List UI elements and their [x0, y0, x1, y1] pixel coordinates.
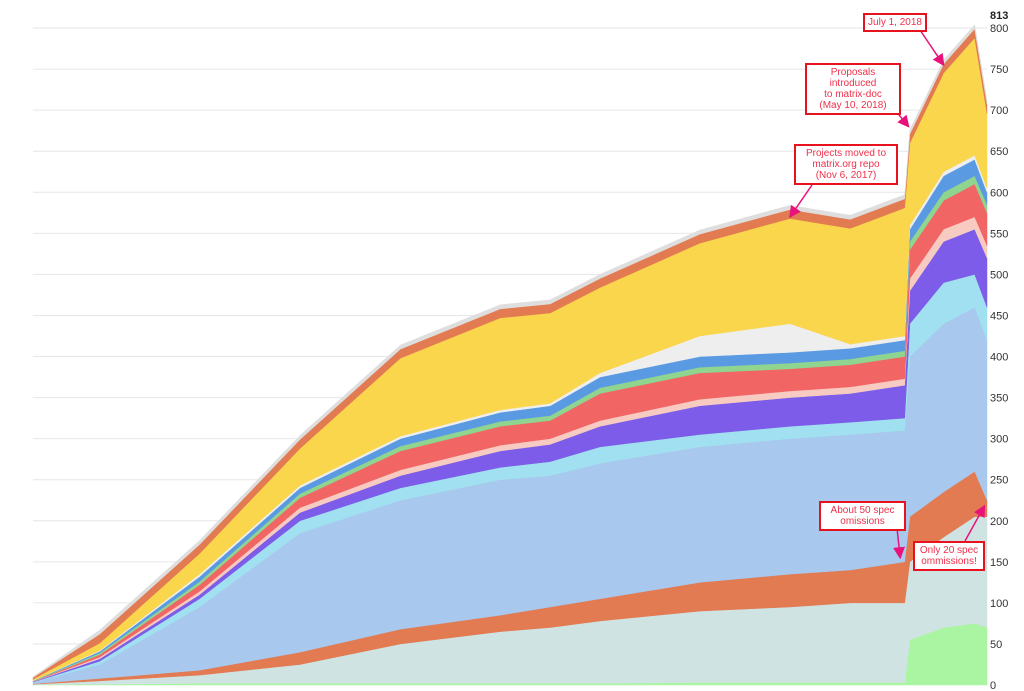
- y-tick-label: 750: [990, 64, 1008, 76]
- y-tick-label: 50: [990, 639, 1002, 651]
- y-tick-label: 650: [990, 146, 1008, 158]
- y-tick-label: 800: [990, 23, 1008, 35]
- y-tick-label: 700: [990, 105, 1008, 117]
- y-tick-label: 100: [990, 598, 1008, 610]
- annotation-proposals: Proposals introduced to matrix-doc (May …: [805, 63, 901, 115]
- annotation-arrow: [964, 504, 986, 542]
- annotation-projects-moved: Projects moved to matrix.org repo (Nov 6…: [794, 144, 898, 185]
- area-series: [32, 24, 988, 686]
- annotation-arrow: [919, 29, 945, 67]
- annotation-about-50: About 50 spec omissions: [819, 501, 906, 531]
- y-tick-label: 550: [990, 228, 1008, 240]
- annotation-july-2018: July 1, 2018: [863, 13, 927, 32]
- annotation-only-20: Only 20 spec ommissions!: [913, 541, 985, 571]
- annotation-arrow: [893, 527, 906, 560]
- y-tick-label: 150: [990, 557, 1008, 569]
- y-tick-label: 300: [990, 434, 1008, 446]
- y-tick-label: 250: [990, 475, 1008, 487]
- y-axis: 0 50 100 150 200 250 300 350 400 450 500 550 600 650 7…: [990, 10, 1008, 691]
- y-tick-label: 200: [990, 516, 1008, 528]
- y-max-label: 813: [990, 10, 1008, 22]
- y-tick-label: 450: [990, 310, 1008, 322]
- y-tick-label: 600: [990, 187, 1008, 199]
- y-tick-label: 400: [990, 352, 1008, 364]
- y-tick-label: 500: [990, 269, 1008, 281]
- y-tick-label: 0: [990, 680, 996, 691]
- annotation-arrow: [789, 184, 813, 219]
- y-tick-label: 350: [990, 393, 1008, 405]
- area-series-13: [32, 24, 988, 679]
